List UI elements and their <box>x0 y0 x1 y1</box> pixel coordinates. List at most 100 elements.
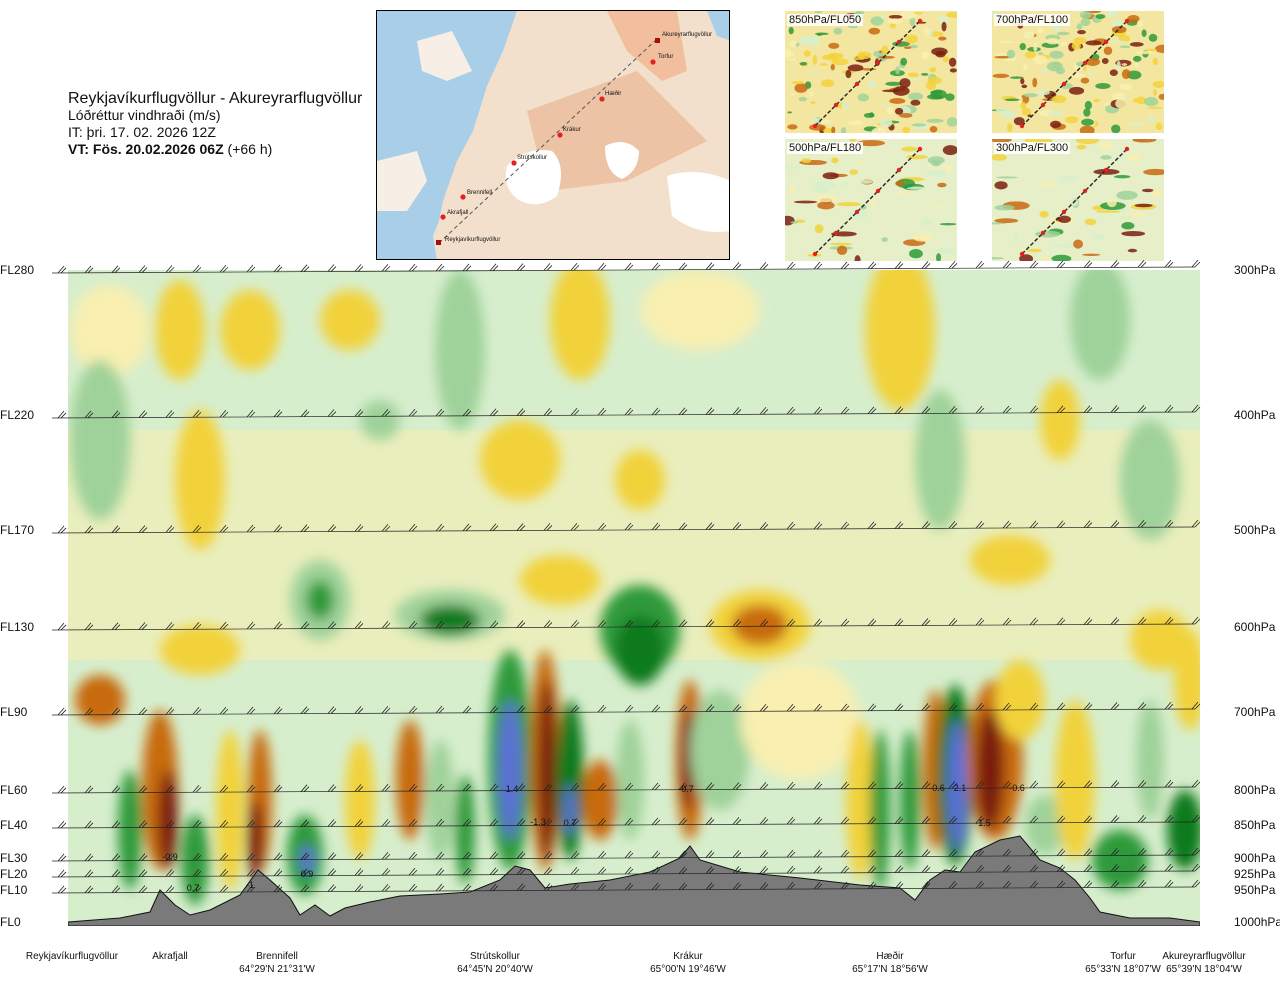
wind-barb <box>1137 520 1145 528</box>
thumb-cell <box>1132 139 1157 143</box>
thumb-cell <box>880 15 886 20</box>
fl-tick-label: FL220 <box>0 408 35 422</box>
wind-barb <box>867 521 875 529</box>
wind-barb <box>408 883 416 892</box>
thumb-cell <box>992 154 1007 161</box>
thumbnail-500hpa[interactable]: 500hPa/FL180 <box>785 139 957 261</box>
thumb-cell <box>1111 26 1127 34</box>
thumbnail-850hpa[interactable]: 850hPa/FL050 <box>785 11 957 133</box>
wind-barb <box>705 407 713 415</box>
wind-barb <box>678 522 686 530</box>
wind-barb <box>921 521 929 529</box>
thumb-cell <box>1021 108 1032 116</box>
w-cell <box>995 660 1045 740</box>
thumb-cell <box>880 104 891 108</box>
wind-barb <box>732 850 740 858</box>
wind-barb <box>327 884 335 892</box>
wind-barb <box>192 884 200 893</box>
w-cell <box>947 720 967 850</box>
wind-barb <box>813 881 821 890</box>
thumb-cell <box>888 14 903 19</box>
wind-barb <box>705 817 713 825</box>
value-label: 0.7 <box>187 883 200 893</box>
fl-tick-label: FL170 <box>0 523 35 537</box>
wind-barb <box>1029 780 1037 789</box>
thumbnail-700hpa[interactable]: 700hPa/FL100 <box>992 11 1164 133</box>
wind-barb <box>732 619 740 627</box>
wind-barb <box>300 706 308 714</box>
thumb-cell <box>912 233 932 242</box>
wind-barb <box>84 869 92 878</box>
wind-barb <box>435 851 443 860</box>
wind-barb <box>867 881 875 889</box>
thumbnail-300hpa[interactable]: 300hPa/FL300 <box>992 139 1164 261</box>
wind-barb <box>570 783 578 791</box>
wind-barb <box>813 781 821 790</box>
thumb-cell <box>814 11 823 14</box>
thumb-cell <box>1115 98 1126 109</box>
thumb-cell <box>1033 42 1038 52</box>
w-cell <box>846 720 874 880</box>
thumb-cell <box>1039 210 1049 218</box>
w-cell <box>320 290 380 350</box>
wind-barb <box>840 261 848 270</box>
wind-barb <box>651 522 659 531</box>
thumb-cell <box>811 189 829 193</box>
wind-barb <box>948 816 956 824</box>
thumb-waypoint <box>1124 18 1130 24</box>
wind-barb <box>1191 616 1199 625</box>
wind-barb <box>1083 864 1091 872</box>
thumb-cell <box>899 113 913 118</box>
thumb-cell <box>1009 76 1024 79</box>
w-cell <box>220 290 280 370</box>
thumb-cell <box>948 57 957 67</box>
wind-barb <box>489 851 497 859</box>
thumb-cell <box>836 202 862 207</box>
wind-barb <box>354 884 362 892</box>
wind-barb <box>1029 702 1037 711</box>
thumb-cell <box>946 11 957 18</box>
thumb-cell <box>1134 62 1140 69</box>
wind-barb <box>489 883 497 891</box>
value-label: -0.6 <box>929 783 945 793</box>
wind-barb <box>435 705 443 714</box>
wind-barb <box>462 883 470 892</box>
wind-barb <box>1137 405 1145 413</box>
w-cell <box>690 690 750 810</box>
thumb-cell <box>924 26 930 37</box>
thumb-cell <box>1041 68 1048 74</box>
wind-barb <box>651 262 659 271</box>
wind-barb <box>435 783 443 792</box>
w-cell <box>216 730 244 890</box>
thumb-cell <box>997 41 1014 44</box>
thumb-cell <box>856 139 885 147</box>
hpa-tick-label: 500hPa <box>1234 523 1276 537</box>
wind-barb <box>246 784 254 793</box>
thumb-waypoint <box>1019 251 1025 257</box>
wind-barb <box>840 406 848 415</box>
thumb-cell <box>1076 23 1083 30</box>
thumb-cell <box>1082 253 1101 256</box>
wind-barb <box>813 618 821 627</box>
wind-barb <box>786 816 794 825</box>
wind-barb <box>516 705 524 713</box>
thumb-cell <box>789 40 797 47</box>
thumb-cell <box>921 72 929 76</box>
wind-barb <box>867 703 875 711</box>
wind-barb <box>327 852 335 860</box>
thumb-cell <box>1134 203 1153 208</box>
wind-barb <box>543 783 551 791</box>
thumb-cell <box>881 237 888 243</box>
thumb-cell <box>939 222 957 226</box>
wind-barb <box>84 525 92 534</box>
wind-barb <box>84 820 92 829</box>
hpa-tick-label: 900hPa <box>1234 851 1276 865</box>
wind-barb <box>165 885 173 893</box>
thumb-cell <box>994 204 1015 211</box>
value-label: 2.1 <box>954 783 967 793</box>
wind-barb <box>246 819 254 828</box>
wind-barb <box>381 264 389 272</box>
wind-barb <box>651 704 659 713</box>
wind-barb <box>678 882 686 890</box>
thumb-cell <box>1127 70 1142 80</box>
